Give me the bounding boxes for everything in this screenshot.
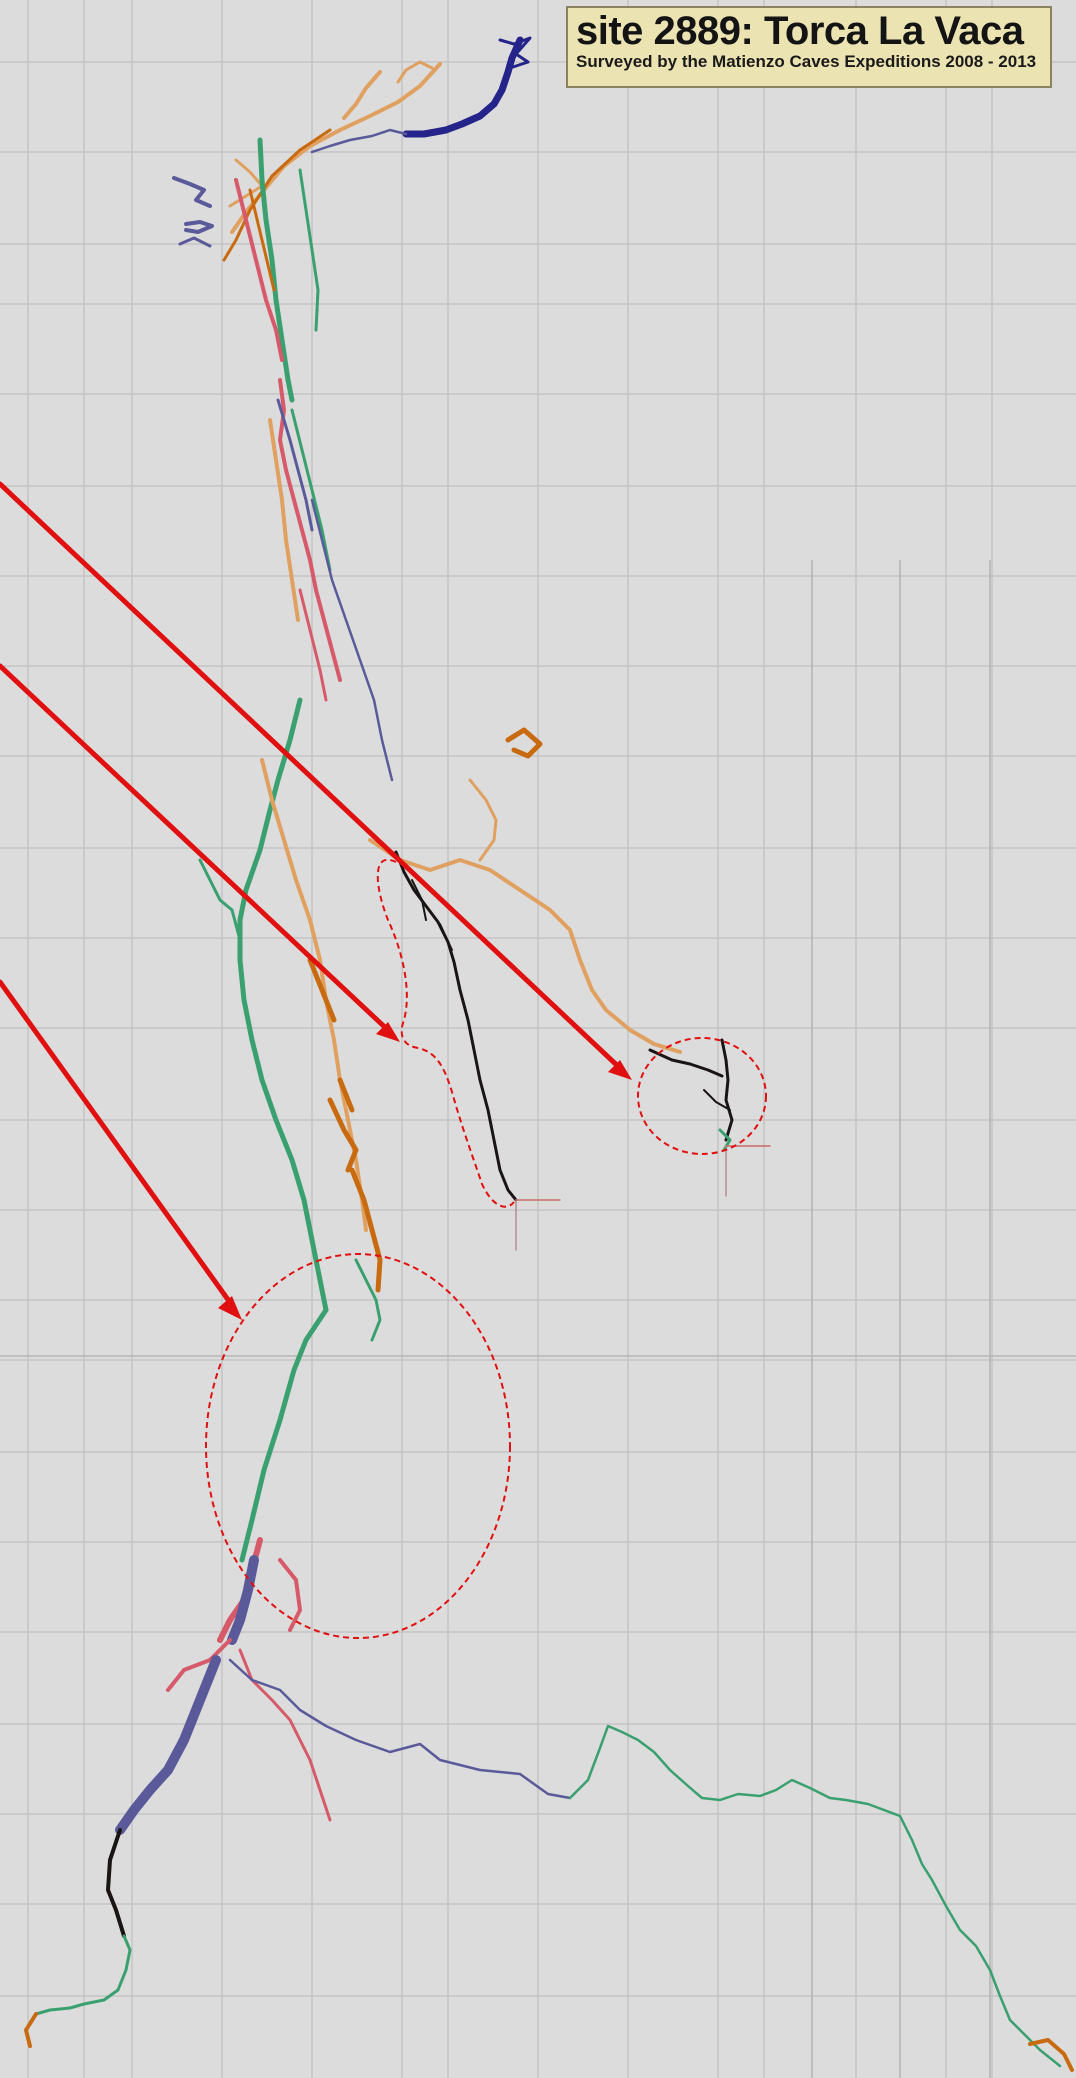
survey-entrance-navy — [310, 36, 532, 154]
arrow-to-far-right-cluster — [0, 481, 625, 1073]
survey-black-passage — [394, 850, 561, 1251]
survey-green-southeast — [568, 1724, 1074, 2072]
survey-orange-middle — [260, 758, 383, 1342]
title-box: site 2889: Torca La Vaca Surveyed by the… — [566, 6, 1052, 88]
ellipse-black-passage — [376, 858, 515, 1208]
arrowhead-far-right — [608, 1060, 632, 1080]
arrow-heads — [218, 1022, 632, 1320]
survey-main-corridor — [234, 137, 394, 782]
map-subtitle: Surveyed by the Matienzo Caves Expeditio… — [576, 52, 1037, 71]
arrow-to-black-passage — [0, 663, 393, 1035]
annotation-arrows — [0, 481, 625, 1311]
survey-upper-purple — [172, 176, 214, 248]
survey-far-right-cluster — [648, 1038, 771, 1197]
ellipse-far-right-cluster — [637, 1037, 767, 1155]
annotation-ellipses — [205, 858, 767, 1639]
survey-green-west — [198, 697, 329, 1313]
survey-south-section — [24, 1307, 572, 2048]
map-title: site 2889: Torca La Vaca — [576, 9, 1024, 53]
survey-orange-east — [368, 727, 682, 1054]
arrowhead-southern — [218, 1296, 242, 1320]
arrow-to-southern-ellipse — [0, 979, 237, 1311]
ellipse-southern — [205, 1253, 511, 1639]
survey-upper-orange — [222, 60, 442, 262]
arrowhead-black-passage — [376, 1022, 400, 1042]
